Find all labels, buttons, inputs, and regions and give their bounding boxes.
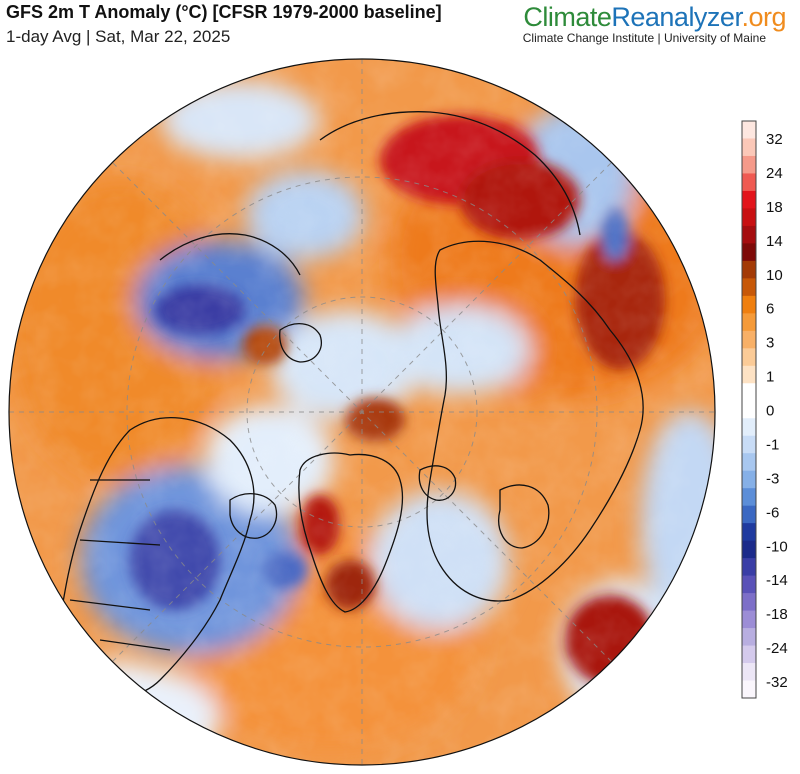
colorbar-tick-label: 24 <box>766 165 783 182</box>
colorbar-tick-label: 18 <box>766 199 783 216</box>
colorbar-bin <box>742 558 756 577</box>
colorbar-bin <box>742 173 756 192</box>
colorbar-bin <box>742 295 756 314</box>
colorbar-bin <box>742 400 756 419</box>
colorbar-tick-label: 3 <box>766 335 774 352</box>
map-subtitle: 1-day Avg | Sat, Mar 22, 2025 <box>6 27 231 46</box>
colorbar-bin <box>742 593 756 612</box>
colorbar-tick-label: -24 <box>766 640 788 657</box>
colorbar-bin <box>742 383 756 402</box>
colorbar-bin <box>742 155 756 174</box>
colorbar-tick-label: -32 <box>766 674 788 691</box>
colorbar-tick-label: 10 <box>766 267 783 284</box>
colorbar-bin <box>742 663 756 682</box>
colorbar-bin <box>742 365 756 384</box>
colorbar-tick-label: 0 <box>766 403 774 420</box>
brand-part-2: Reanalyzer <box>611 2 742 32</box>
colorbar-bin <box>742 435 756 454</box>
colorbar-bin <box>742 540 756 559</box>
colorbar-bin <box>742 313 756 332</box>
colorbar-frame <box>741 120 757 699</box>
globe-border <box>8 58 716 766</box>
brand-logo[interactable]: ClimateReanalyzer.org <box>523 2 786 33</box>
colorbar-bin <box>742 488 756 507</box>
colorbar-bin <box>742 278 756 297</box>
colorbar-tick-label: -10 <box>766 538 788 555</box>
colorbar-bin <box>742 330 756 349</box>
colorbar-bin <box>742 680 756 699</box>
colorbar-bin <box>742 138 756 157</box>
colorbar-bin <box>742 121 756 139</box>
colorbar-bin <box>742 190 756 209</box>
colorbar-bin <box>742 610 756 629</box>
colorbar-tick-label: -1 <box>766 436 779 453</box>
colorbar-bin <box>742 470 756 489</box>
coastlines <box>58 111 644 698</box>
colorbar-bins <box>742 121 756 699</box>
colorbar-bin <box>742 208 756 227</box>
colorbar-bin <box>742 453 756 472</box>
colorbar-bin <box>742 418 756 437</box>
brand-part-1: Climate <box>523 2 612 32</box>
colorbar-tick-label: 32 <box>766 131 783 148</box>
organization-line: Climate Change Institute | University of… <box>522 31 766 45</box>
colorbar-bin <box>742 260 756 279</box>
colorbar-tick-label: 14 <box>766 233 783 250</box>
colorbar-tick-label: -18 <box>766 606 788 623</box>
colorbar-bin <box>742 523 756 542</box>
colorbar-tick-label: -14 <box>766 572 788 589</box>
colorbar-bin <box>742 225 756 244</box>
colorbar-bin <box>742 243 756 262</box>
colorbar-bin <box>742 628 756 647</box>
map-title: GFS 2m T Anomaly (°C) [CFSR 1979-2000 ba… <box>6 2 442 22</box>
colorbar-tick-label: 6 <box>766 301 774 318</box>
colorbar-tick-label: -3 <box>766 470 779 487</box>
colorbar-bin <box>742 505 756 524</box>
brand-part-3: .org <box>741 2 786 32</box>
colorbar-tick-label: 1 <box>766 369 774 386</box>
colorbar-bin <box>742 575 756 594</box>
colorbar-bin <box>742 348 756 367</box>
colorbar-bin <box>742 645 756 664</box>
colorbar-tick-label: -6 <box>766 504 779 521</box>
graticule <box>9 59 715 765</box>
